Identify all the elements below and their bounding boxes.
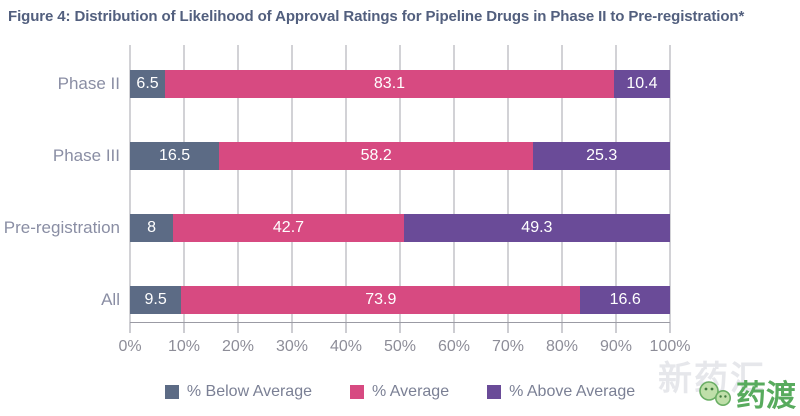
bar-segment: 42.7 — [173, 214, 404, 242]
legend-item: % Average — [350, 383, 449, 401]
bar-segment: 25.3 — [533, 142, 670, 170]
watermark-logo: 药渡 — [698, 379, 796, 412]
bar-row: Phase III 16.5 58.2 25.3 — [53, 142, 670, 170]
axis-tick — [669, 322, 671, 333]
axis-tick-label: 10% — [167, 338, 201, 355]
logo-mascot-icon — [698, 379, 734, 412]
axis-tick — [507, 322, 509, 333]
axis-tick — [561, 322, 563, 333]
axis-tick — [345, 322, 347, 333]
axis-tick-label: 70% — [491, 338, 525, 355]
bar-segment: 73.9 — [181, 286, 581, 314]
axis-tick-label: 40% — [329, 338, 363, 355]
axis-tick — [183, 322, 185, 333]
gridline — [507, 45, 509, 322]
axis-tick-label: 20% — [221, 338, 255, 355]
legend-swatch-icon — [350, 385, 364, 399]
gridline — [669, 45, 671, 322]
plot-area: Phase II 6.5 83.1 10.4 Phase III 16.5 58.2 25.3… — [4, 45, 690, 355]
gridline — [561, 45, 563, 322]
axis-tick — [399, 322, 401, 333]
bar-row: Pre-registration 8 42.7 49.3 — [4, 214, 670, 242]
axis-tick — [237, 322, 239, 333]
axis-tick-label: 50% — [383, 338, 417, 355]
bar-segment: 10.4 — [613, 70, 670, 98]
gridline — [615, 45, 617, 322]
bar-row: All 9.5 73.9 16.6 — [101, 286, 670, 314]
watermark: 新药汇 药渡 — [640, 346, 800, 416]
axis-tick — [291, 322, 293, 333]
legend-swatch-icon — [164, 385, 179, 399]
logo-text: 药渡 — [736, 380, 796, 413]
figure-title: Figure 4: Distribution of Likelihood of … — [8, 8, 745, 25]
gridline — [399, 45, 401, 322]
gridline — [453, 45, 455, 322]
bar-segment: 16.6 — [580, 286, 670, 314]
legend-label: % Below Average — [186, 383, 312, 400]
category-label: Pre-registration — [3, 218, 120, 237]
axis-tick — [453, 322, 455, 333]
gridline — [291, 45, 293, 322]
bar-segment: 58.2 — [219, 142, 534, 170]
axis-tick-label: 0% — [118, 338, 142, 355]
axis-tick-label: 100% — [649, 338, 691, 355]
bar-segment: 49.3 — [403, 214, 670, 242]
category-label: All — [101, 290, 120, 309]
axis-tick-label: 30% — [275, 338, 309, 355]
axis-tick — [615, 322, 617, 333]
bar-segment: 16.5 — [130, 142, 220, 170]
bar-segment: 83.1 — [165, 70, 614, 98]
axis-tick-label: 60% — [437, 338, 471, 355]
legend-item: % Above Average — [487, 383, 635, 401]
axis-tick — [129, 322, 131, 333]
category-label: Phase III — [52, 146, 120, 165]
gridline — [237, 45, 239, 322]
bar-segment: 9.5 — [130, 286, 182, 314]
bar-segment: 8 — [130, 214, 174, 242]
category-label: Phase II — [57, 74, 120, 93]
axis-tick-label: 90% — [599, 338, 633, 355]
chart-legend: % Below Average % Average % Above Average — [130, 383, 670, 401]
gridline — [129, 45, 131, 322]
legend-label: % Average — [372, 383, 450, 400]
gridline — [183, 45, 185, 322]
legend-swatch-icon — [487, 385, 502, 399]
legend-label: % Above Average — [509, 383, 636, 400]
legend-item: % Below Average — [164, 383, 312, 401]
gridline — [345, 45, 347, 322]
bar-segment: 6.5 — [130, 70, 166, 98]
bar-row: Phase II 6.5 83.1 10.4 — [58, 70, 670, 98]
axis-tick-label: 80% — [545, 338, 579, 355]
